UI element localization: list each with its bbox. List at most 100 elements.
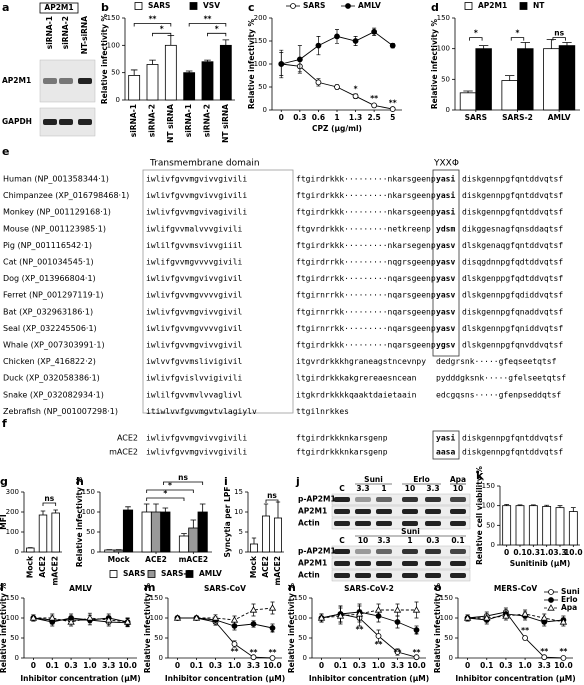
- error-bar: [263, 503, 269, 516]
- sequence: ftgirdrkkknkarsgenp: [296, 448, 388, 457]
- legend-swatch: [189, 2, 198, 10]
- band: [334, 509, 350, 514]
- significance: **: [521, 626, 529, 635]
- error-bar: [53, 509, 58, 513]
- bar: [178, 535, 190, 553]
- species-name: Whale (XP_007303991·1): [3, 341, 105, 350]
- x-tick-label: 10.0: [407, 661, 426, 670]
- legend-label: Erlo: [561, 595, 578, 604]
- species-name: Pig (NP_001116542·1): [3, 241, 92, 250]
- lane-label: 10: [405, 484, 415, 493]
- y-tick-label: 150: [294, 594, 307, 602]
- species-name: Chicken (XP_416822·2): [3, 357, 96, 366]
- row-label: AP2M1: [2, 76, 31, 85]
- bar: [542, 506, 552, 546]
- band: [334, 549, 350, 554]
- legend-label: VSV: [203, 1, 220, 10]
- tm-sequence: iwlilfgvvmvlvvaglivl: [146, 390, 243, 399]
- tm-sequence: iwlivfgvvmgvivagivili: [146, 208, 247, 217]
- row-label: AP2M1: [298, 559, 327, 568]
- error-bar: [251, 537, 257, 544]
- y-tick-label: 150: [107, 14, 120, 22]
- lane-label: C: [339, 484, 345, 493]
- legend-swatch: [464, 2, 473, 10]
- point: [173, 614, 182, 621]
- bracket: [510, 37, 525, 41]
- sequence: dlskgennpgfqniddvqtsf: [462, 324, 563, 333]
- header-box: [39, 2, 79, 14]
- bar: [501, 80, 518, 111]
- error-bar: [153, 503, 159, 512]
- band: [59, 119, 73, 125]
- y-axis-label: MFI: [0, 514, 8, 530]
- band: [376, 497, 392, 502]
- sequence: disqgdnnpgfqdtddvqtsf: [462, 258, 563, 267]
- x-axis-label: Inhibitor concentration (μM): [20, 674, 140, 683]
- error-bar: [143, 503, 150, 512]
- significance: *: [215, 24, 219, 33]
- bar: [555, 507, 565, 546]
- point: [315, 79, 322, 86]
- y-tick-label: 150: [254, 37, 267, 45]
- tm-sequence: iwlivfgvvmgvvvvgivil: [146, 324, 243, 333]
- legend-marker: [547, 604, 555, 611]
- motif-box: [432, 169, 460, 357]
- error-bar: [204, 59, 211, 62]
- point: [394, 649, 401, 655]
- legend-marker: [345, 3, 351, 9]
- bar: [160, 511, 171, 553]
- x-tick-label: 3.3: [553, 548, 566, 557]
- point: [67, 618, 75, 625]
- y-tick-label: 100: [6, 528, 19, 536]
- blot: [331, 545, 471, 558]
- point: [334, 33, 340, 40]
- sequence: dlskgennpgfqdiddvqtsf: [462, 291, 563, 300]
- series-line: [467, 613, 564, 623]
- legend-marker: [548, 597, 554, 603]
- band: [376, 509, 392, 514]
- y-tick-label: 100: [6, 614, 19, 622]
- error-bar: [275, 501, 281, 518]
- significance: **: [231, 647, 239, 656]
- error-bar: [185, 70, 193, 73]
- error-bar: [530, 504, 536, 506]
- band: [402, 549, 418, 554]
- blot: [331, 505, 471, 518]
- bar: [150, 511, 162, 553]
- point: [352, 93, 359, 100]
- motif: yasv: [436, 324, 455, 333]
- point: [278, 61, 285, 67]
- y-tick-label: 50: [86, 528, 95, 536]
- chart-title: AMLV: [69, 584, 92, 593]
- band: [376, 561, 392, 566]
- sequence: ftgirdrkkk·········nkarsgeenp: [296, 208, 436, 217]
- x-tick-label: 0.1: [190, 661, 203, 670]
- x-tick-label: 1.0: [372, 661, 385, 670]
- y-tick-label: 0: [239, 548, 243, 556]
- y-tick-label: 50: [486, 521, 495, 529]
- y-tick-label: 0: [116, 96, 120, 104]
- point: [352, 38, 359, 44]
- series-line: [321, 611, 417, 631]
- y-tick-label: 0: [263, 106, 267, 114]
- y-tick-label: 50: [10, 634, 19, 642]
- band: [450, 509, 466, 514]
- band: [450, 561, 466, 566]
- tm-sequence: iwlivfgvvmgvivvgivil: [146, 341, 243, 350]
- y-tick-label: 100: [294, 614, 307, 622]
- lane-label: 3.3: [377, 536, 390, 545]
- legend-label: AMLV: [358, 1, 381, 10]
- tm-sequence: iwlivfgvvmgvvvvgivil: [146, 291, 243, 300]
- x-tick-label: Mock: [249, 555, 258, 578]
- row-label: GAPDH: [2, 117, 32, 126]
- point: [375, 633, 382, 639]
- x-tick-label: 1.0: [540, 548, 553, 557]
- point: [541, 654, 548, 661]
- bar: [459, 92, 477, 111]
- band: [334, 521, 350, 526]
- point: [540, 614, 548, 621]
- legend-label: SARS-2: [161, 569, 192, 578]
- y-tick-label: 300: [6, 488, 19, 496]
- error-bar: [505, 75, 515, 81]
- bracket: [42, 502, 57, 506]
